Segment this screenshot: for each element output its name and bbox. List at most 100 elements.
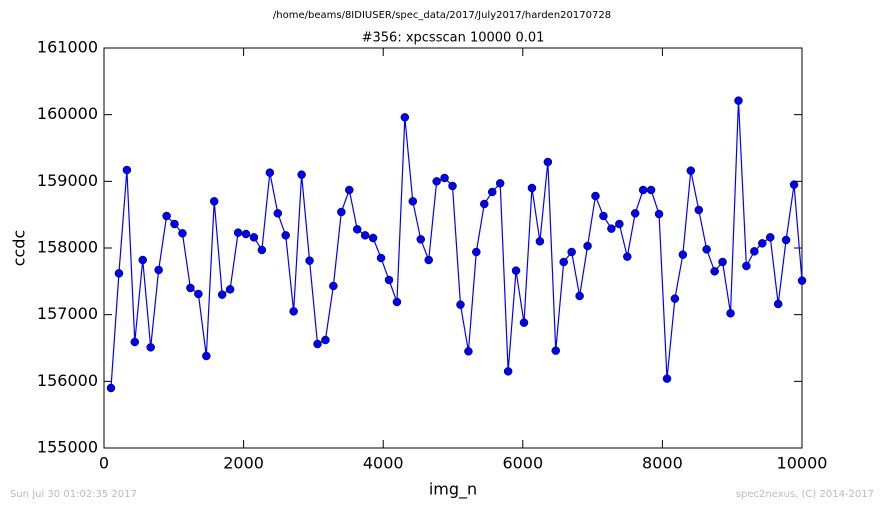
data-point bbox=[408, 197, 418, 206]
y-tick-label: 156000 bbox=[37, 371, 98, 390]
data-point bbox=[781, 235, 791, 245]
data-point bbox=[392, 297, 402, 307]
data-point bbox=[122, 165, 132, 175]
data-point bbox=[646, 185, 656, 195]
data-point bbox=[654, 209, 664, 219]
data-point bbox=[424, 255, 433, 265]
data-point bbox=[368, 233, 378, 243]
data-point bbox=[607, 224, 616, 233]
data-point bbox=[440, 173, 449, 183]
data-point bbox=[225, 285, 235, 294]
data-point bbox=[186, 283, 195, 293]
data-point bbox=[718, 257, 727, 267]
data-point bbox=[678, 250, 688, 259]
data-point bbox=[797, 276, 807, 285]
data-point bbox=[345, 185, 354, 195]
data-point bbox=[480, 199, 489, 209]
data-point bbox=[194, 289, 203, 299]
data-point bbox=[273, 209, 283, 218]
data-point bbox=[702, 245, 711, 254]
data-point bbox=[742, 261, 751, 271]
data-point bbox=[551, 346, 560, 355]
data-point bbox=[265, 168, 275, 177]
data-point bbox=[789, 180, 799, 189]
y-tick-label: 157000 bbox=[37, 304, 98, 323]
data-point bbox=[599, 211, 608, 221]
data-point bbox=[662, 374, 672, 383]
data-point bbox=[416, 235, 426, 244]
y-tick-label: 160000 bbox=[37, 104, 98, 123]
data-point bbox=[400, 113, 410, 122]
data-point bbox=[289, 307, 298, 316]
data-point bbox=[376, 253, 386, 263]
data-point bbox=[162, 211, 171, 221]
data-point bbox=[726, 309, 735, 318]
data-point bbox=[281, 231, 290, 240]
data-point bbox=[495, 179, 505, 188]
data-point bbox=[686, 166, 696, 175]
y-tick-label: 158000 bbox=[37, 238, 98, 257]
x-tick-label: 10000 bbox=[777, 454, 828, 473]
data-point bbox=[209, 197, 219, 206]
y-tick-label: 159000 bbox=[37, 171, 98, 190]
data-point bbox=[773, 299, 783, 309]
data-point bbox=[432, 177, 441, 186]
data-point bbox=[734, 96, 743, 105]
data-point bbox=[202, 351, 211, 361]
data-point bbox=[138, 255, 147, 265]
x-tick-label: 8000 bbox=[642, 454, 683, 473]
data-point bbox=[567, 247, 576, 257]
data-point bbox=[257, 245, 267, 255]
x-axis-label: img_n bbox=[429, 480, 477, 500]
data-point bbox=[559, 257, 568, 267]
data-point bbox=[154, 265, 163, 275]
footer-left: Sun Jul 30 01:02:35 2017 bbox=[10, 489, 137, 500]
suptitle: /home/beams/8IDIUSER/spec_data/2017/July… bbox=[273, 10, 611, 21]
data-point bbox=[543, 157, 553, 167]
data-point bbox=[448, 181, 457, 191]
data-point bbox=[710, 267, 719, 276]
chart-title: #356: xpcsscan 10000 0.01 bbox=[362, 31, 545, 46]
data-point bbox=[575, 291, 584, 301]
data-point bbox=[249, 233, 259, 242]
data-point bbox=[114, 269, 124, 278]
x-tick-label: 0 bbox=[99, 454, 109, 473]
data-point bbox=[694, 205, 704, 215]
y-tick-label: 161000 bbox=[37, 38, 98, 57]
data-point bbox=[337, 207, 346, 217]
data-point bbox=[329, 281, 338, 291]
data-point bbox=[758, 239, 767, 248]
data-point bbox=[623, 252, 632, 261]
y-axis-label: ccdc bbox=[10, 230, 29, 267]
data-point bbox=[305, 256, 314, 265]
data-point bbox=[750, 247, 759, 256]
data-point bbox=[638, 185, 648, 195]
data-point bbox=[456, 300, 465, 309]
data-point bbox=[511, 266, 521, 275]
data-point bbox=[487, 187, 497, 197]
data-point bbox=[630, 209, 640, 218]
data-point bbox=[233, 228, 243, 237]
y-tick-label: 155000 bbox=[37, 438, 98, 457]
data-point bbox=[384, 275, 394, 285]
data-point bbox=[519, 318, 529, 327]
series-line bbox=[110, 100, 803, 389]
data-point bbox=[146, 343, 155, 352]
data-point bbox=[583, 241, 592, 251]
x-tick-label: 6000 bbox=[502, 454, 543, 473]
data-point bbox=[472, 247, 481, 257]
data-point bbox=[591, 191, 600, 201]
data-point bbox=[241, 229, 251, 239]
data-point bbox=[527, 183, 537, 193]
data-point bbox=[670, 294, 680, 303]
data-point bbox=[360, 231, 370, 240]
x-tick-label: 4000 bbox=[363, 454, 404, 473]
data-point bbox=[503, 367, 513, 376]
data-point bbox=[106, 383, 116, 393]
data-point bbox=[615, 219, 624, 229]
footer-right: spec2nexus, (C) 2014-2017 bbox=[736, 489, 874, 500]
data-point bbox=[535, 237, 545, 246]
data-point bbox=[130, 337, 140, 347]
data-point bbox=[321, 335, 330, 345]
